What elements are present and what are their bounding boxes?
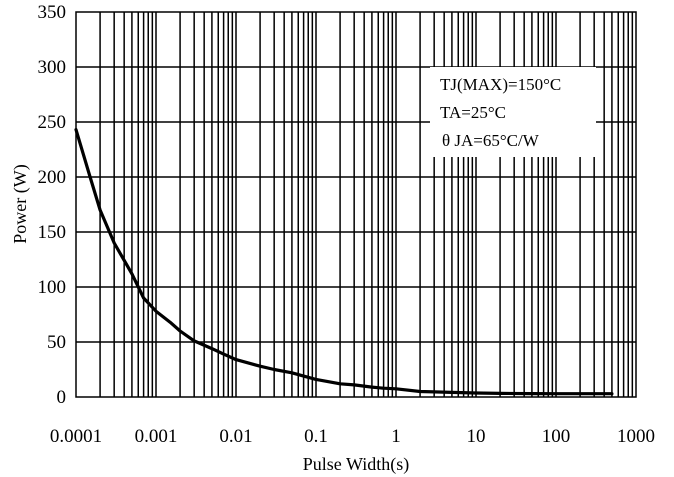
series-group	[74, 128, 614, 396]
plot-area-frame	[75, 11, 637, 398]
x-tick-label: 1	[391, 426, 401, 447]
x-tick-label: 0.01	[219, 426, 252, 447]
x-tick-label: 100	[542, 426, 571, 447]
x-tick-label: 0.1	[304, 426, 328, 447]
grid	[76, 12, 636, 397]
y-tick-label: 300	[38, 57, 67, 78]
annotation-ta: TA=25°C	[440, 103, 506, 122]
x-axis-ticks: 0.0001 0.001 0.01 0.1 1 10 100 1000	[50, 426, 655, 447]
y-tick-label: 100	[38, 277, 67, 298]
y-tick-label: 150	[38, 222, 67, 243]
y-tick-label: 350	[38, 2, 67, 23]
y-axis-ticks: 0 50 100 150 200 250 300 350	[38, 2, 67, 408]
x-tick-label: 10	[467, 426, 486, 447]
y-tick-label: 200	[38, 167, 67, 188]
annotation-box	[430, 67, 596, 157]
y-tick-label: 250	[38, 112, 67, 133]
x-tick-label: 0.001	[135, 426, 178, 447]
x-tick-label: 0.0001	[50, 426, 102, 447]
annotation-theta-ja: θ JA=65°C/W	[442, 131, 540, 150]
x-tick-label: 1000	[617, 426, 655, 447]
x-axis-label: Pulse Width(s)	[303, 454, 409, 475]
y-tick-label: 50	[47, 332, 66, 353]
y-axis-label: Power (W)	[10, 164, 31, 243]
annotation-tjmax: TJ(MAX)=150°C	[440, 75, 561, 94]
series-line	[74, 128, 614, 396]
y-tick-label: 0	[57, 387, 67, 408]
